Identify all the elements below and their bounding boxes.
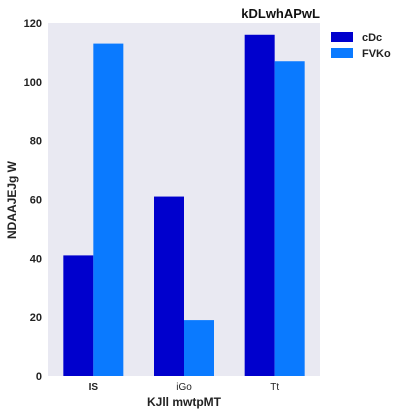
y-tick-label: 0 [36,371,42,383]
y-axis-ticks: 0 20 40 60 80 100 120 [24,18,42,383]
bars [63,34,305,377]
y-tick-label: 40 [30,253,42,265]
x-tick-label: IS [89,382,99,393]
legend-label: FVKo [362,48,391,60]
y-tick-label: 100 [24,77,42,89]
y-axis-label: NDAAJEJg W [5,160,19,239]
y-tick-label: 20 [30,312,42,324]
bar-FVKo-iGo [184,320,214,376]
x-tick-label: Tt [270,382,279,393]
legend-swatch [331,32,353,42]
legend-swatch [331,48,353,58]
bar-FVKo-Tt [274,61,305,376]
y-tick-label: 80 [30,136,42,148]
x-axis-label: KJll mwtpMT [147,395,222,409]
legend-label: cDc [362,32,382,44]
x-axis-ticks: IS iGo Tt [89,382,280,393]
bar-cDc-Tt [244,34,275,377]
y-tick-label: 120 [24,18,42,30]
chart-title: kDLwhAPwL [241,6,320,21]
bar-cDc-iGo [154,196,184,376]
bar-cDc-IS [63,255,94,376]
x-tick-label: iGo [176,382,192,393]
legend: cDc FVKo [331,32,391,60]
bar-FVKo-IS [93,43,124,376]
y-tick-label: 60 [30,195,42,207]
